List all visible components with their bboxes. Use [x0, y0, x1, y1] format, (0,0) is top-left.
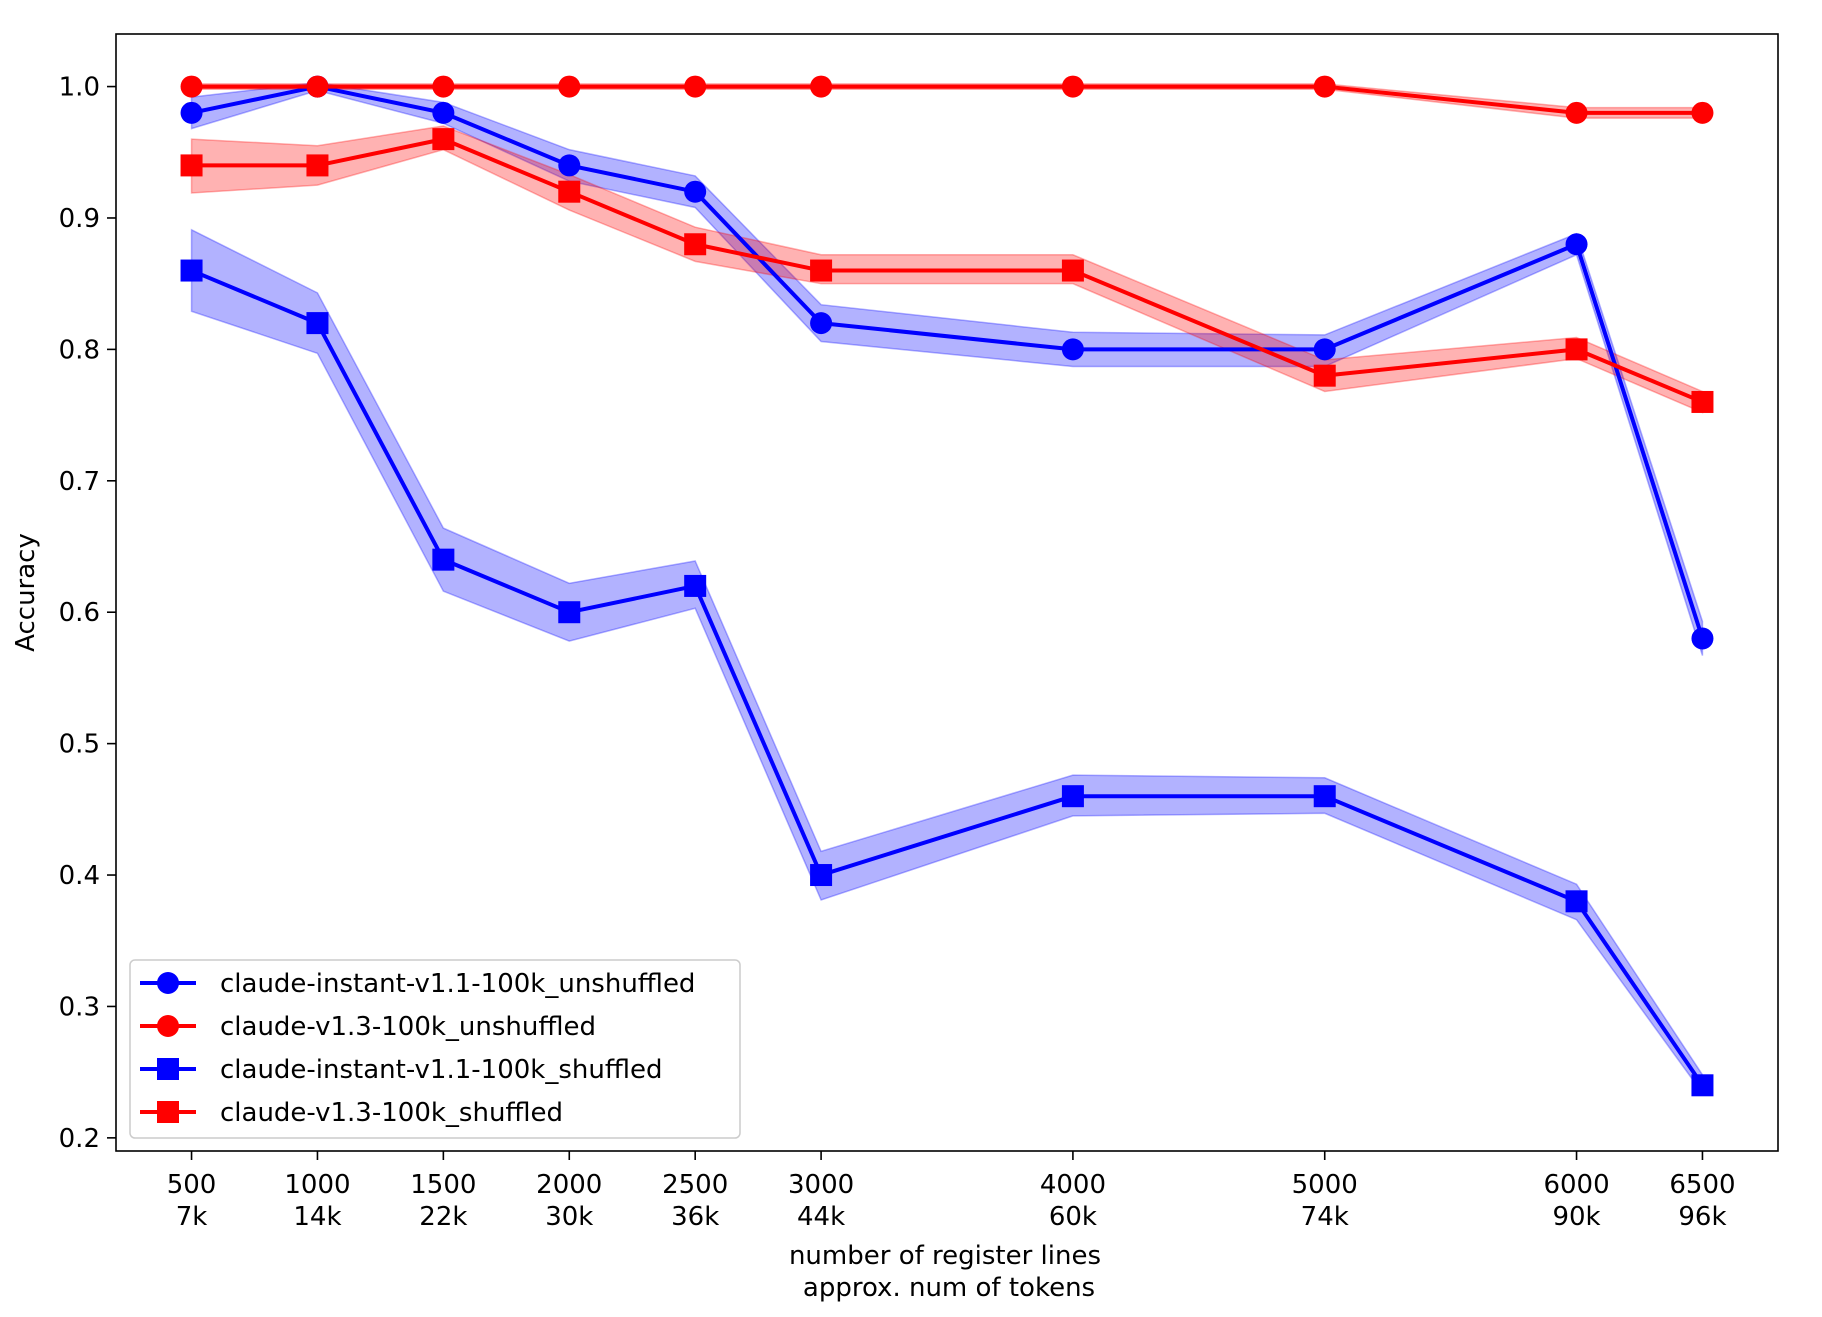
point-claude-instant-v1-1-100k-shuffled: [684, 574, 707, 597]
legend-label: claude-v1.3-100k_shuffled: [220, 1098, 563, 1128]
x-tick-label: 3000: [788, 1170, 854, 1200]
point-claude-instant-v1-1-100k-unshuffled: [1691, 627, 1714, 650]
point-claude-v1-3-100k-unshuffled: [1691, 101, 1714, 124]
point-claude-instant-v1-1-100k-shuffled: [1313, 785, 1336, 808]
x-tick-sublabel: 22k: [419, 1202, 467, 1232]
y-axis-ticks: 0.2 0.3 0.4 0.5 0.6 0.7 0.8 0.9 1.0: [59, 73, 116, 1154]
legend-entry: claude-instant-v1.1-100k_unshuffled: [140, 969, 695, 999]
point-claude-v1-3-100k-shuffled: [1691, 390, 1714, 413]
legend-label: claude-v1.3-100k_unshuffled: [220, 1012, 596, 1042]
point-claude-v1-3-100k-unshuffled: [1313, 75, 1336, 98]
line-claude-v1-3-100k-unshuffled: [191, 84, 1703, 115]
x-tick-label: 4000: [1040, 1170, 1106, 1200]
legend-marker: [157, 1058, 179, 1080]
x-tick-label: 500: [167, 1170, 217, 1200]
point-claude-instant-v1-1-100k-shuffled: [432, 548, 455, 571]
y-tick-label: 0.7: [59, 467, 100, 497]
x-tick-label: 6000: [1543, 1170, 1609, 1200]
x-tick-label: 5000: [1292, 1170, 1358, 1200]
point-claude-v1-3-100k-unshuffled: [1565, 101, 1588, 124]
point-claude-instant-v1-1-100k-unshuffled: [180, 101, 203, 124]
point-claude-instant-v1-1-100k-shuffled: [1565, 890, 1588, 913]
point-claude-v1-3-100k-shuffled: [306, 154, 329, 177]
point-claude-instant-v1-1-100k-unshuffled: [1313, 338, 1336, 361]
point-claude-instant-v1-1-100k-shuffled: [1691, 1074, 1714, 1097]
point-claude-instant-v1-1-100k-unshuffled: [432, 101, 455, 124]
point-claude-v1-3-100k-shuffled: [432, 128, 455, 151]
x-tick-sublabel: 30k: [545, 1202, 593, 1232]
point-claude-instant-v1-1-100k-unshuffled: [810, 312, 833, 335]
legend-box: [129, 959, 741, 1139]
series-markers: [180, 75, 1714, 1097]
point-claude-instant-v1-1-100k-unshuffled: [1565, 233, 1588, 256]
point-claude-instant-v1-1-100k-shuffled: [810, 864, 833, 887]
legend-entry: claude-v1.3-100k_shuffled: [140, 1098, 563, 1128]
point-claude-v1-3-100k-unshuffled: [1061, 75, 1084, 98]
legend-entry: claude-v1.3-100k_unshuffled: [140, 1012, 596, 1042]
point-claude-v1-3-100k-shuffled: [558, 180, 581, 203]
y-tick-label: 0.3: [59, 992, 100, 1022]
x-tick-label: 1000: [284, 1170, 350, 1200]
x-tick-sublabel: 96k: [1678, 1202, 1726, 1232]
legend-entry: claude-instant-v1.1-100k_shuffled: [140, 1055, 662, 1085]
series-lines: [190, 84, 1705, 1087]
point-claude-v1-3-100k-shuffled: [1565, 338, 1588, 361]
point-claude-instant-v1-1-100k-shuffled: [306, 312, 329, 335]
legend-marker: [157, 972, 179, 994]
line-claude-v1-3-100k-shuffled: [191, 137, 1704, 404]
y-tick-label: 0.5: [59, 730, 100, 760]
point-claude-v1-3-100k-unshuffled: [684, 75, 707, 98]
point-claude-instant-v1-1-100k-unshuffled: [684, 180, 707, 203]
y-axis-label: Accuracy: [11, 533, 41, 652]
legend-label: claude-instant-v1.1-100k_unshuffled: [220, 969, 695, 999]
point-claude-v1-3-100k-unshuffled: [180, 75, 203, 98]
point-claude-v1-3-100k-shuffled: [180, 154, 203, 177]
legend-marker: [157, 1015, 179, 1037]
y-tick-label: 0.9: [59, 204, 100, 234]
x-tick-sublabel: 90k: [1552, 1202, 1600, 1232]
x-axis-label: number of register lines: [789, 1241, 1101, 1271]
x-tick-sublabel: 60k: [1049, 1202, 1097, 1232]
x-tick-label: 1500: [410, 1170, 476, 1200]
x-tick-sublabel: 74k: [1301, 1202, 1349, 1232]
x-axis-sublabel: approx. num of tokens: [803, 1273, 1095, 1303]
x-tick-label: 6500: [1669, 1170, 1735, 1200]
x-tick-label: 2500: [662, 1170, 728, 1200]
plot-frame: [115, 33, 1779, 1152]
legend-label: claude-instant-v1.1-100k_shuffled: [220, 1055, 662, 1085]
line-claude-instant-v1-1-100k-shuffled: [190, 268, 1705, 1087]
legend-marker: [157, 1101, 179, 1123]
band-claude-instant-v1-1-100k-unshuffled: [190, 81, 1704, 656]
y-tick-label: 1.0: [59, 73, 100, 103]
point-claude-instant-v1-1-100k-shuffled: [180, 259, 203, 282]
y-tick-label: 0.2: [59, 1124, 100, 1154]
point-claude-v1-3-100k-unshuffled: [558, 75, 581, 98]
point-claude-instant-v1-1-100k-shuffled: [1061, 785, 1084, 808]
point-claude-instant-v1-1-100k-unshuffled: [1061, 338, 1084, 361]
point-claude-instant-v1-1-100k-unshuffled: [558, 154, 581, 177]
y-tick-label: 0.8: [59, 335, 100, 365]
point-claude-v1-3-100k-unshuffled: [810, 75, 833, 98]
point-claude-v1-3-100k-unshuffled: [306, 75, 329, 98]
y-tick-label: 0.4: [59, 861, 100, 891]
y-tick-label: 0.6: [59, 598, 100, 628]
point-claude-v1-3-100k-unshuffled: [432, 75, 455, 98]
point-claude-v1-3-100k-shuffled: [1061, 259, 1084, 282]
x-tick-sublabel: 36k: [671, 1202, 719, 1232]
point-claude-v1-3-100k-shuffled: [810, 259, 833, 282]
x-tick-sublabel: 7k: [176, 1202, 208, 1232]
legend: claude-instant-v1.1-100k_unshuffledclaud…: [129, 959, 741, 1139]
point-claude-v1-3-100k-shuffled: [1313, 364, 1336, 387]
point-claude-instant-v1-1-100k-shuffled: [558, 601, 581, 624]
point-claude-v1-3-100k-shuffled: [684, 233, 707, 256]
x-tick-sublabel: 44k: [797, 1202, 845, 1232]
x-tick-label: 2000: [536, 1170, 602, 1200]
x-tick-sublabel: 14k: [293, 1202, 341, 1232]
